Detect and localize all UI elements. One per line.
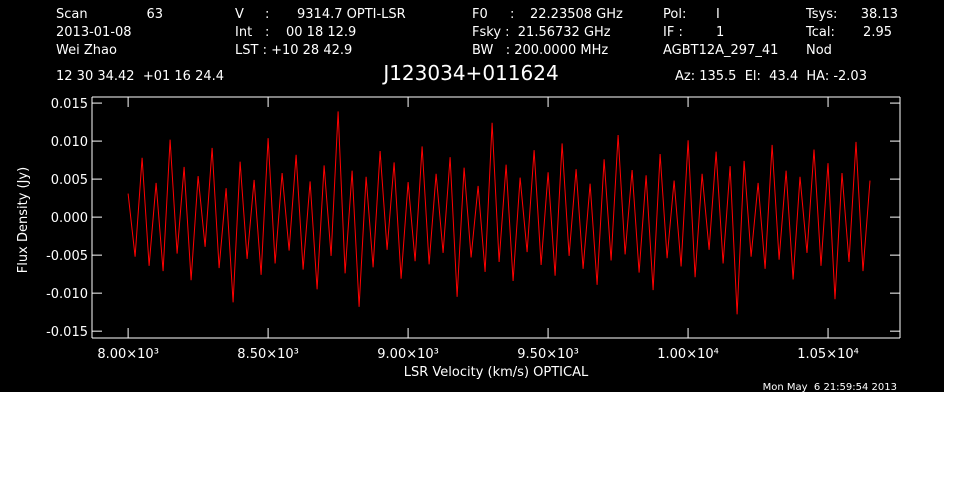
header-text: V <box>235 7 244 22</box>
y-tick-label: -0.015 <box>46 325 88 340</box>
x-tick-label: 1.00×10⁴ <box>657 347 719 362</box>
header-text: F0 <box>472 7 488 22</box>
spectrum-line <box>127 111 871 315</box>
x-axis-label: LSR Velocity (km/s) OPTICAL <box>404 365 589 380</box>
x-tick-label: 9.00×10³ <box>377 347 439 362</box>
header-text: Tsys: <box>805 7 837 22</box>
x-tick-label: 8.00×10³ <box>97 347 159 362</box>
header-text: : <box>265 25 269 40</box>
y-tick-label: 0.010 <box>51 135 88 150</box>
header-text: : <box>510 7 514 22</box>
header-text: 63 <box>146 7 163 22</box>
x-tick-label: 1.05×10⁴ <box>797 347 859 362</box>
header-text: Wei Zhao <box>56 43 117 58</box>
y-tick-label: 0.015 <box>51 97 88 112</box>
background <box>0 0 944 392</box>
header-text: Tcal: <box>805 25 835 40</box>
header-text: BW : 200.0000 MHz <box>472 43 608 58</box>
header-text: IF : <box>663 25 683 40</box>
y-tick-label: 0.005 <box>51 173 88 188</box>
header-text: 1 <box>716 25 724 40</box>
x-tick-label: 9.50×10³ <box>517 347 579 362</box>
timestamp: Mon May 6 21:59:54 2013 <box>763 382 897 393</box>
y-tick-label: -0.010 <box>46 287 88 302</box>
header-text: Pol: <box>663 7 686 22</box>
header-text: I <box>716 7 720 22</box>
header-text: Nod <box>806 43 832 58</box>
header-text: 2.95 <box>863 25 892 40</box>
header-text: Az: 135.5 El: 43.4 HA: -2.03 <box>675 69 867 84</box>
header-text: Scan <box>56 7 88 22</box>
header-text: AGBT12A_297_41 <box>663 43 778 58</box>
y-tick-label: 0.000 <box>51 211 88 226</box>
header-text: 9314.7 OPTI-LSR <box>297 7 406 22</box>
header-text: Fsky : 21.56732 GHz <box>472 25 611 40</box>
header-text: LST : +10 28 42.9 <box>235 43 352 58</box>
header-text: Int <box>235 25 252 40</box>
header-text: 38.13 <box>861 7 898 22</box>
header-text: : <box>265 7 269 22</box>
header-text: 2013-01-08 <box>56 25 132 40</box>
header-text: 00 18 12.9 <box>286 25 356 40</box>
header-text: 22.23508 GHz <box>530 7 623 22</box>
y-axis-label: Flux Density (Jy) <box>16 167 31 273</box>
header-text: 12 30 34.42 +01 16 24.4 <box>56 69 224 84</box>
chart-title: J123034+011624 <box>381 61 558 85</box>
y-tick-label: -0.005 <box>46 249 88 264</box>
x-tick-label: 8.50×10³ <box>237 347 299 362</box>
